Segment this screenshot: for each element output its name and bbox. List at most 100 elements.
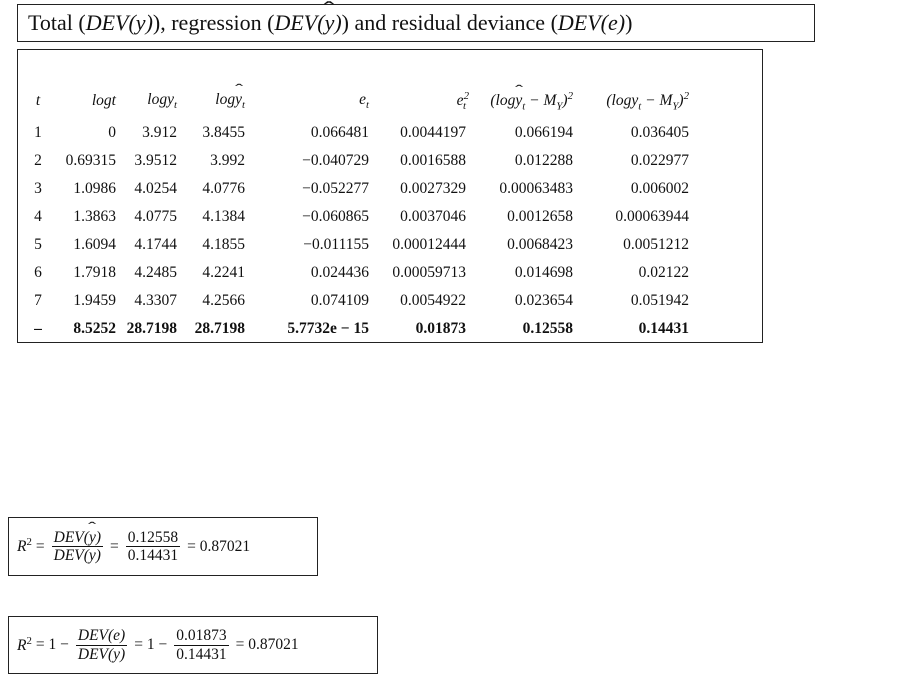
total-logy: 28.7198 xyxy=(126,320,177,337)
formula2-fraction-numeric: 0.01873 0.14431 xyxy=(174,627,229,663)
cell-regression-dev: 0.0068423 xyxy=(507,236,573,253)
table-header-row: t logt logyt logyt et e2t (logyt − MY)2 … xyxy=(18,83,689,119)
cell-e: 0.024436 xyxy=(310,264,369,281)
table-row: 2 0.69315 3.9512 3.992 −0.040729 0.0016588 0.0… xyxy=(18,147,689,175)
formula2-fraction-symbolic: DEV(e) DEV(y) xyxy=(75,627,128,663)
cell-e: 0.074109 xyxy=(310,292,369,309)
r-squared-formula-regression: R2 = DEV(y) DEV(y) = 0.12558 0.14431 = 0… xyxy=(8,517,318,576)
formula2-lhs: R2 xyxy=(17,634,32,655)
formula1-eq1: = xyxy=(35,537,45,555)
total-regression-dev: 0.12558 xyxy=(522,320,573,337)
cell-e: −0.011155 xyxy=(303,236,369,253)
header-regression-deviance: (logyt − MY)2 xyxy=(466,83,573,119)
cell-e: −0.060865 xyxy=(302,208,369,225)
cell-logt: 0.69315 xyxy=(65,152,116,169)
cell-logyhat: 4.0776 xyxy=(202,180,245,197)
header-logyhat: logyt xyxy=(177,83,245,119)
cell-t: 4 xyxy=(34,208,42,225)
title-part-1: Total ( xyxy=(28,10,86,35)
formula1-lhs: R2 xyxy=(17,536,32,556)
cell-t: 5 xyxy=(34,236,42,253)
table-title: Total (DEV(y)), regression (DEV(y)) and … xyxy=(17,4,815,42)
cell-e2: 0.0037046 xyxy=(400,208,466,225)
cell-regression-dev: 0.012288 xyxy=(514,152,573,169)
cell-logy: 3.912 xyxy=(142,124,177,141)
table-row: 4 1.3863 4.0775 4.1384 −0.060865 0.0037046 0.0… xyxy=(18,203,689,231)
cell-logyhat: 4.2241 xyxy=(202,264,245,281)
total-t: – xyxy=(34,320,42,337)
formula1-result: = 0.87021 xyxy=(187,537,251,555)
cell-e2: 0.0044197 xyxy=(400,124,466,141)
cell-logy: 3.9512 xyxy=(134,152,177,169)
formula1-fraction-numeric: 0.12558 0.14431 xyxy=(125,528,181,564)
cell-regression-dev: 0.066194 xyxy=(514,124,573,141)
header-e2: e2t xyxy=(456,89,469,113)
total-logt: 8.5252 xyxy=(73,320,116,337)
cell-total-dev: 0.051942 xyxy=(630,292,689,309)
cell-regression-dev: 0.0012658 xyxy=(507,208,573,225)
cell-logt: 1.0986 xyxy=(73,180,116,197)
table-row: 6 1.7918 4.2485 4.2241 0.024436 0.00059713 0.0… xyxy=(18,259,689,287)
cell-logy: 4.0775 xyxy=(134,208,177,225)
table-body: 1 0 3.912 3.8455 0.066481 0.0044197 0.066194 0.… xyxy=(18,119,689,343)
cell-logyhat: 3.8455 xyxy=(202,124,245,141)
cell-t: 2 xyxy=(34,152,42,169)
header-logy: logyt xyxy=(147,90,177,112)
cell-t: 1 xyxy=(34,124,42,141)
deviance-table: t logt logyt logyt et e2t (logyt − MY)2 … xyxy=(18,83,689,343)
table-row: 3 1.0986 4.0254 4.0776 −0.052277 0.0027329 0.0… xyxy=(18,175,689,203)
title-part-4: ) xyxy=(625,10,633,35)
cell-regression-dev: 0.00063483 xyxy=(499,180,573,197)
cell-logt: 1.6094 xyxy=(73,236,116,253)
title-dev-yhat: DEV(y) xyxy=(274,10,341,36)
cell-e2: 0.0016588 xyxy=(400,152,466,169)
cell-logy: 4.0254 xyxy=(134,180,177,197)
header-total-deviance: (logyt − MY)2 xyxy=(606,89,689,113)
cell-logt: 0 xyxy=(108,124,116,141)
cell-t: 7 xyxy=(34,292,42,309)
header-t: t xyxy=(35,92,41,109)
cell-logy: 4.2485 xyxy=(134,264,177,281)
cell-regression-dev: 0.014698 xyxy=(514,264,573,281)
cell-e2: 0.0027329 xyxy=(400,180,466,197)
cell-logt: 1.7918 xyxy=(73,264,116,281)
cell-total-dev: 0.02122 xyxy=(638,264,689,281)
cell-logt: 1.9459 xyxy=(73,292,116,309)
total-logyhat: 28.7198 xyxy=(194,320,245,337)
total-e: 5.7732e − 15 xyxy=(287,320,369,337)
header-e: et xyxy=(359,90,369,112)
cell-t: 3 xyxy=(34,180,42,197)
cell-logy: 4.3307 xyxy=(134,292,177,309)
cell-logyhat: 4.1384 xyxy=(202,208,245,225)
title-part-2: ), regression ( xyxy=(152,10,275,35)
total-e2: 0.01873 xyxy=(415,320,466,337)
table-row: 7 1.9459 4.3307 4.2566 0.074109 0.0054922 0.02… xyxy=(18,287,689,315)
r-squared-formula-residual: R2 = 1 − DEV(e) DEV(y) = 1 − 0.01873 0.1… xyxy=(8,616,378,674)
title-dev-e: DEV(e) xyxy=(557,10,626,35)
cell-total-dev: 0.036405 xyxy=(630,124,689,141)
cell-e: −0.040729 xyxy=(302,152,369,169)
cell-logyhat: 4.1855 xyxy=(202,236,245,253)
cell-total-dev: 0.0051212 xyxy=(623,236,689,253)
cell-logyhat: 3.992 xyxy=(210,152,245,169)
title-part-3: ) and residual deviance ( xyxy=(341,10,558,35)
formula2-eq2: = 1 − xyxy=(134,636,168,653)
deviance-table-box: t logt logyt logyt et e2t (logyt − MY)2 … xyxy=(17,49,763,343)
cell-logyhat: 4.2566 xyxy=(202,292,245,309)
formula2-eq1: = 1 − xyxy=(35,636,69,653)
cell-e2: 0.00059713 xyxy=(392,264,466,281)
cell-e2: 0.00012444 xyxy=(392,236,466,253)
cell-e: −0.052277 xyxy=(302,180,369,197)
cell-e2: 0.0054922 xyxy=(400,292,466,309)
header-logt: logt xyxy=(91,92,116,109)
cell-logt: 1.3863 xyxy=(73,208,116,225)
table-row: 5 1.6094 4.1744 4.1855 −0.011155 0.00012444 0.… xyxy=(18,231,689,259)
cell-regression-dev: 0.023654 xyxy=(514,292,573,309)
cell-t: 6 xyxy=(34,264,42,281)
cell-total-dev: 0.022977 xyxy=(630,152,689,169)
cell-total-dev: 0.006002 xyxy=(630,180,689,197)
formula1-fraction-symbolic: DEV(y) DEV(y) xyxy=(51,529,103,564)
formula2-result: = 0.87021 xyxy=(235,636,299,653)
cell-total-dev: 0.00063944 xyxy=(615,208,689,225)
total-total-dev: 0.14431 xyxy=(638,320,689,337)
